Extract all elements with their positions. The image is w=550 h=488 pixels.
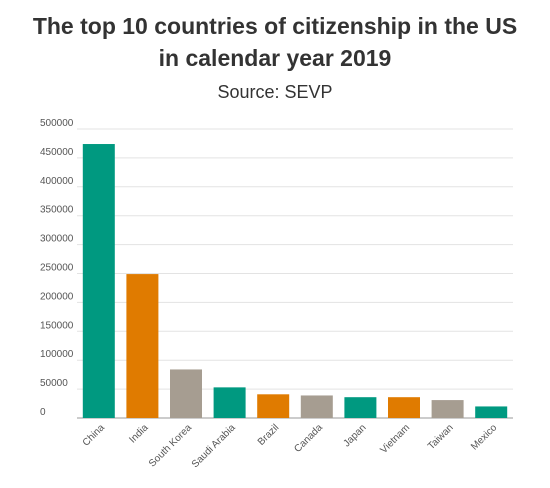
x-tick-label: Japan xyxy=(341,422,368,449)
chart-title-line-2: in calendar year 2019 xyxy=(158,45,392,71)
y-tick-label: 100000 xyxy=(40,349,74,360)
y-tick-label: 150000 xyxy=(40,320,74,331)
x-tick-label: Vietnam xyxy=(379,422,413,456)
bar-india xyxy=(126,274,159,418)
y-tick-label: 450000 xyxy=(40,147,74,158)
bar-taiwan xyxy=(431,400,464,418)
x-tick-label: Mexico xyxy=(469,422,499,452)
y-tick-label: 500000 xyxy=(40,118,74,129)
y-tick-label: 300000 xyxy=(40,234,74,245)
x-tick-label: South Korea xyxy=(147,422,194,469)
bar-south-korea xyxy=(170,369,202,418)
chart-subtitle: Source: SEVP xyxy=(217,82,333,102)
y-tick-label: 350000 xyxy=(40,205,74,216)
x-tick-label: China xyxy=(81,422,108,449)
x-tick-label: Canada xyxy=(292,422,325,455)
bars xyxy=(82,144,508,418)
bar-canada xyxy=(300,395,333,418)
x-tick-label: Taiwan xyxy=(426,422,456,452)
y-tick-label: 400000 xyxy=(40,176,74,187)
y-axis: 0 50000 100000 150000 200000 250000 300000 3500… xyxy=(40,118,74,418)
bar-japan xyxy=(344,397,377,418)
x-tick-label: Brazil xyxy=(256,422,281,447)
bar-vietnam xyxy=(388,397,420,418)
bar-mexico xyxy=(475,406,508,418)
x-tick-label: Saudi Arabia xyxy=(190,422,238,470)
y-tick-label: 50000 xyxy=(40,378,68,389)
y-tick-label: 0 xyxy=(40,407,46,418)
bar-china xyxy=(82,144,115,418)
chart-title: The top 10 countries of citizenship in t… xyxy=(0,10,550,74)
gridlines xyxy=(77,128,513,419)
bar-saudi-arabia xyxy=(213,387,246,418)
y-tick-label: 200000 xyxy=(40,291,74,302)
x-tick-label: India xyxy=(127,422,150,445)
bar-brazil xyxy=(257,394,290,418)
y-tick-label: 250000 xyxy=(40,263,74,274)
chart-title-line-1: The top 10 countries of citizenship in t… xyxy=(32,13,518,39)
